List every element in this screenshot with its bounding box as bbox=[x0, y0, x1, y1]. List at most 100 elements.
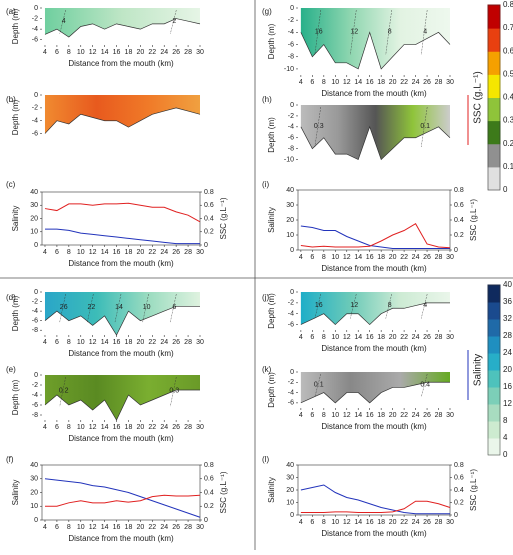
panel-label: (k) bbox=[262, 365, 272, 374]
x-tick-label: 16 bbox=[366, 412, 374, 419]
x-tick-label: 14 bbox=[101, 339, 109, 346]
colorbar-tick-label: 0.8 bbox=[503, 0, 513, 9]
x-tick-label: 24 bbox=[160, 249, 168, 256]
series-line bbox=[300, 484, 450, 515]
x-tick-label: 16 bbox=[113, 524, 121, 531]
series-line bbox=[300, 500, 451, 513]
field bbox=[44, 375, 200, 420]
x-tick-label: 22 bbox=[148, 524, 156, 531]
x-tick-label: 16 bbox=[366, 519, 374, 526]
x-tick-label: 8 bbox=[322, 79, 326, 86]
y-tick-label: -2 bbox=[32, 15, 38, 22]
x-tick-label: 16 bbox=[113, 49, 121, 56]
contour-label: 22 bbox=[87, 304, 95, 311]
y-tick-label: 40 bbox=[30, 189, 38, 196]
colorbar-cell bbox=[487, 166, 501, 191]
x-tick-label: 18 bbox=[377, 254, 385, 261]
x-tick-label: 10 bbox=[77, 339, 85, 346]
x-tick-label: 8 bbox=[322, 412, 326, 419]
y2-axis-label: SSC (g.L⁻¹) bbox=[469, 469, 478, 511]
x-tick-label: 10 bbox=[331, 334, 339, 341]
series-line bbox=[44, 202, 201, 223]
x-tick-label: 26 bbox=[172, 249, 180, 256]
x-tick-label: 22 bbox=[400, 79, 408, 86]
x-tick-label: 8 bbox=[67, 424, 71, 431]
panel-label: (i) bbox=[262, 180, 269, 189]
colorbar-tick-label: 8 bbox=[503, 416, 508, 425]
y-axis-label: Depth (m) bbox=[11, 295, 20, 331]
colorbar-tick-label: 0.3 bbox=[503, 116, 513, 125]
x-tick-label: 20 bbox=[389, 412, 397, 419]
contour-label: 12 bbox=[350, 28, 358, 35]
x-tick-label: 26 bbox=[172, 49, 180, 56]
y-tick-label: 0 bbox=[290, 289, 294, 296]
y-axis-label: Salinity bbox=[11, 206, 20, 232]
x-tick-label: 28 bbox=[184, 424, 192, 431]
y-tick-label: 0 bbox=[34, 5, 38, 12]
x-tick-label: 10 bbox=[77, 424, 85, 431]
y-tick-label: 10 bbox=[30, 229, 38, 236]
y2-tick-label: 0.2 bbox=[204, 229, 214, 236]
x-tick-label: 4 bbox=[299, 519, 303, 526]
field bbox=[300, 105, 450, 160]
x-tick-label: 30 bbox=[446, 254, 454, 261]
contour bbox=[421, 9, 428, 55]
y-tick-label: -6 bbox=[32, 318, 38, 325]
x-axis-label: Distance from the mouth (km) bbox=[68, 349, 174, 358]
x-tick-label: 22 bbox=[148, 249, 156, 256]
contour bbox=[314, 373, 321, 398]
x-tick-label: 28 bbox=[184, 49, 192, 56]
contour bbox=[114, 293, 122, 323]
contour bbox=[314, 106, 321, 148]
contour-label: 0.2 bbox=[59, 388, 69, 395]
bottom-profile bbox=[300, 31, 451, 70]
y-tick-label: -4 bbox=[32, 26, 38, 33]
colorbar-cell bbox=[487, 27, 501, 52]
x-tick-label: 10 bbox=[331, 79, 339, 86]
x-tick-label: 12 bbox=[343, 412, 351, 419]
y2-tick-label: 0.4 bbox=[204, 489, 214, 496]
y-axis-label: Depth (m) bbox=[267, 23, 276, 59]
y2-tick-label: 0.8 bbox=[454, 187, 464, 194]
colorbar-cell bbox=[487, 120, 501, 145]
contour-label: 4 bbox=[423, 28, 427, 35]
x-tick-label: 20 bbox=[136, 524, 144, 531]
x-tick-label: 18 bbox=[377, 79, 385, 86]
y2-tick-label: 0 bbox=[204, 242, 208, 249]
x-tick-label: 22 bbox=[400, 254, 408, 261]
contour-label: 8 bbox=[388, 28, 392, 35]
x-tick-label: 6 bbox=[310, 79, 314, 86]
bottom-profile bbox=[300, 381, 450, 404]
x-tick-label: 16 bbox=[366, 334, 374, 341]
y-axis-label: Depth (m) bbox=[11, 8, 20, 44]
x-tick-label: 28 bbox=[184, 249, 192, 256]
series-line bbox=[300, 223, 451, 249]
contour bbox=[142, 293, 149, 323]
y-tick-label: 30 bbox=[30, 476, 38, 483]
y2-tick-label: 0.6 bbox=[204, 202, 214, 209]
x-tick-label: 20 bbox=[136, 49, 144, 56]
x-tick-label: 24 bbox=[160, 524, 168, 531]
x-axis-label: Distance from the mouth (km) bbox=[321, 264, 427, 273]
x-tick-label: 12 bbox=[89, 249, 97, 256]
x-tick-label: 14 bbox=[101, 524, 109, 531]
contour bbox=[170, 293, 177, 323]
x-tick-label: 14 bbox=[101, 424, 109, 431]
y2-tick-label: 0 bbox=[454, 247, 458, 254]
x-tick-label: 20 bbox=[136, 249, 144, 256]
x-tick-label: 26 bbox=[172, 524, 180, 531]
x-tick-label: 14 bbox=[354, 412, 362, 419]
y-tick-label: -8 bbox=[32, 412, 38, 419]
y-tick-label: -2 bbox=[288, 113, 294, 120]
y-tick-label: -2 bbox=[288, 300, 294, 307]
x-tick-label: 16 bbox=[366, 79, 374, 86]
x-tick-label: 4 bbox=[299, 334, 303, 341]
contour-label: 6 bbox=[172, 304, 176, 311]
x-tick-label: 26 bbox=[172, 424, 180, 431]
x-tick-label: 14 bbox=[354, 334, 362, 341]
contour-label: 0.3 bbox=[314, 123, 324, 130]
x-tick-label: 22 bbox=[148, 424, 156, 431]
x-tick-label: 28 bbox=[184, 524, 192, 531]
colorbar-tick-label: 12 bbox=[503, 399, 512, 408]
colorbar-cell bbox=[487, 352, 501, 371]
